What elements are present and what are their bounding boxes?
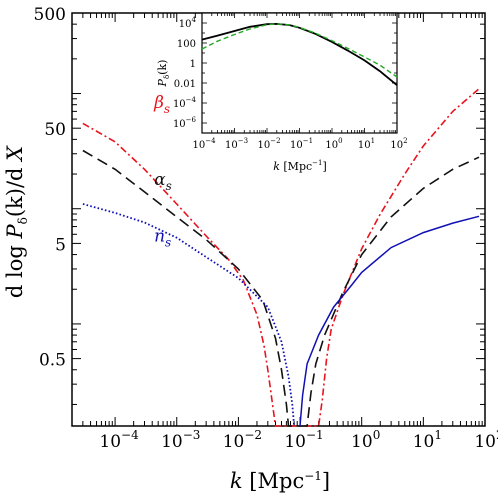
main-x-tick-label: 10−4 [99,428,139,452]
inset-series [201,22,398,86]
inset-chart: 10−4 10−3 10−2 10−1 100 101 102 104 100 1 0.01 10−… [156,12,408,173]
inset-y-tick-labels: 104 100 1 0.01 10−4 10−6 [173,16,197,130]
inset-x-axis-label: k [Mpc−1] [273,159,327,173]
main-series-labels: βs αs ns [153,93,172,250]
inset-y-tick-label: 10−4 [173,96,197,110]
inset-x-tick-label: 100 [325,137,342,151]
inset-x-tick-labels: 10−4 10−3 10−2 10−1 100 101 102 [192,137,407,151]
inset-y-tick-label: 104 [179,16,197,30]
inset-ticks [201,13,398,134]
main-y-axis-label: d log Pδ(k)/d X [3,145,30,298]
inset-y-axis-label: Pδ(k) [156,60,171,88]
series-line-n-solid [299,215,480,427]
main-y-tick-label: 50 [44,120,66,140]
inset-background [202,13,397,133]
inset-x-tick-label: 102 [390,137,407,151]
inset-series-line-1 [201,23,398,78]
main-x-tick-label: 10−3 [161,428,200,452]
series-line-α [82,149,480,427]
main-x-axis-label: k [Mpc−1] [230,469,330,493]
main-x-tick-labels: 10−4 10−3 10−2 10−1 100 101 102 [99,428,498,452]
main-x-tick-label: 10−2 [223,428,262,452]
series-label-α: αs [154,170,172,193]
series-label-β: βs [153,93,170,116]
series-label-n: ns [154,226,171,249]
main-x-tick-label: 100 [351,428,380,452]
inset-x-tick-label: 101 [358,137,375,151]
main-series [82,88,480,427]
main-x-tick-label: 102 [474,428,498,452]
series-line-n-dotted [82,203,295,427]
inset-x-tick-label: 10−4 [192,137,216,151]
main-x-tick-label: 101 [413,428,442,452]
inset-x-tick-label: 10−3 [225,137,248,151]
inset-y-tick-label: 100 [177,39,196,50]
inset-x-tick-label: 10−1 [290,137,313,151]
main-y-tick-label: 5 [55,235,66,255]
main-y-tick-label: 500 [34,5,66,25]
inset-x-tick-label: 10−2 [257,137,280,151]
inset-y-tick-label: 0.01 [174,79,196,90]
inset-y-tick-label: 1 [190,59,196,70]
series-line-β [82,88,480,427]
main-chart: βs αs ns 10−4 10−3 10−2 10−1 100 101 102 0.5 5 50 5… [3,5,498,493]
main-y-tick-labels: 0.5 5 50 500 [34,5,66,371]
main-y-tick-label: 0.5 [39,351,66,371]
inset-y-tick-label: 10−6 [173,116,197,130]
main-x-tick-label: 10−1 [284,428,323,452]
